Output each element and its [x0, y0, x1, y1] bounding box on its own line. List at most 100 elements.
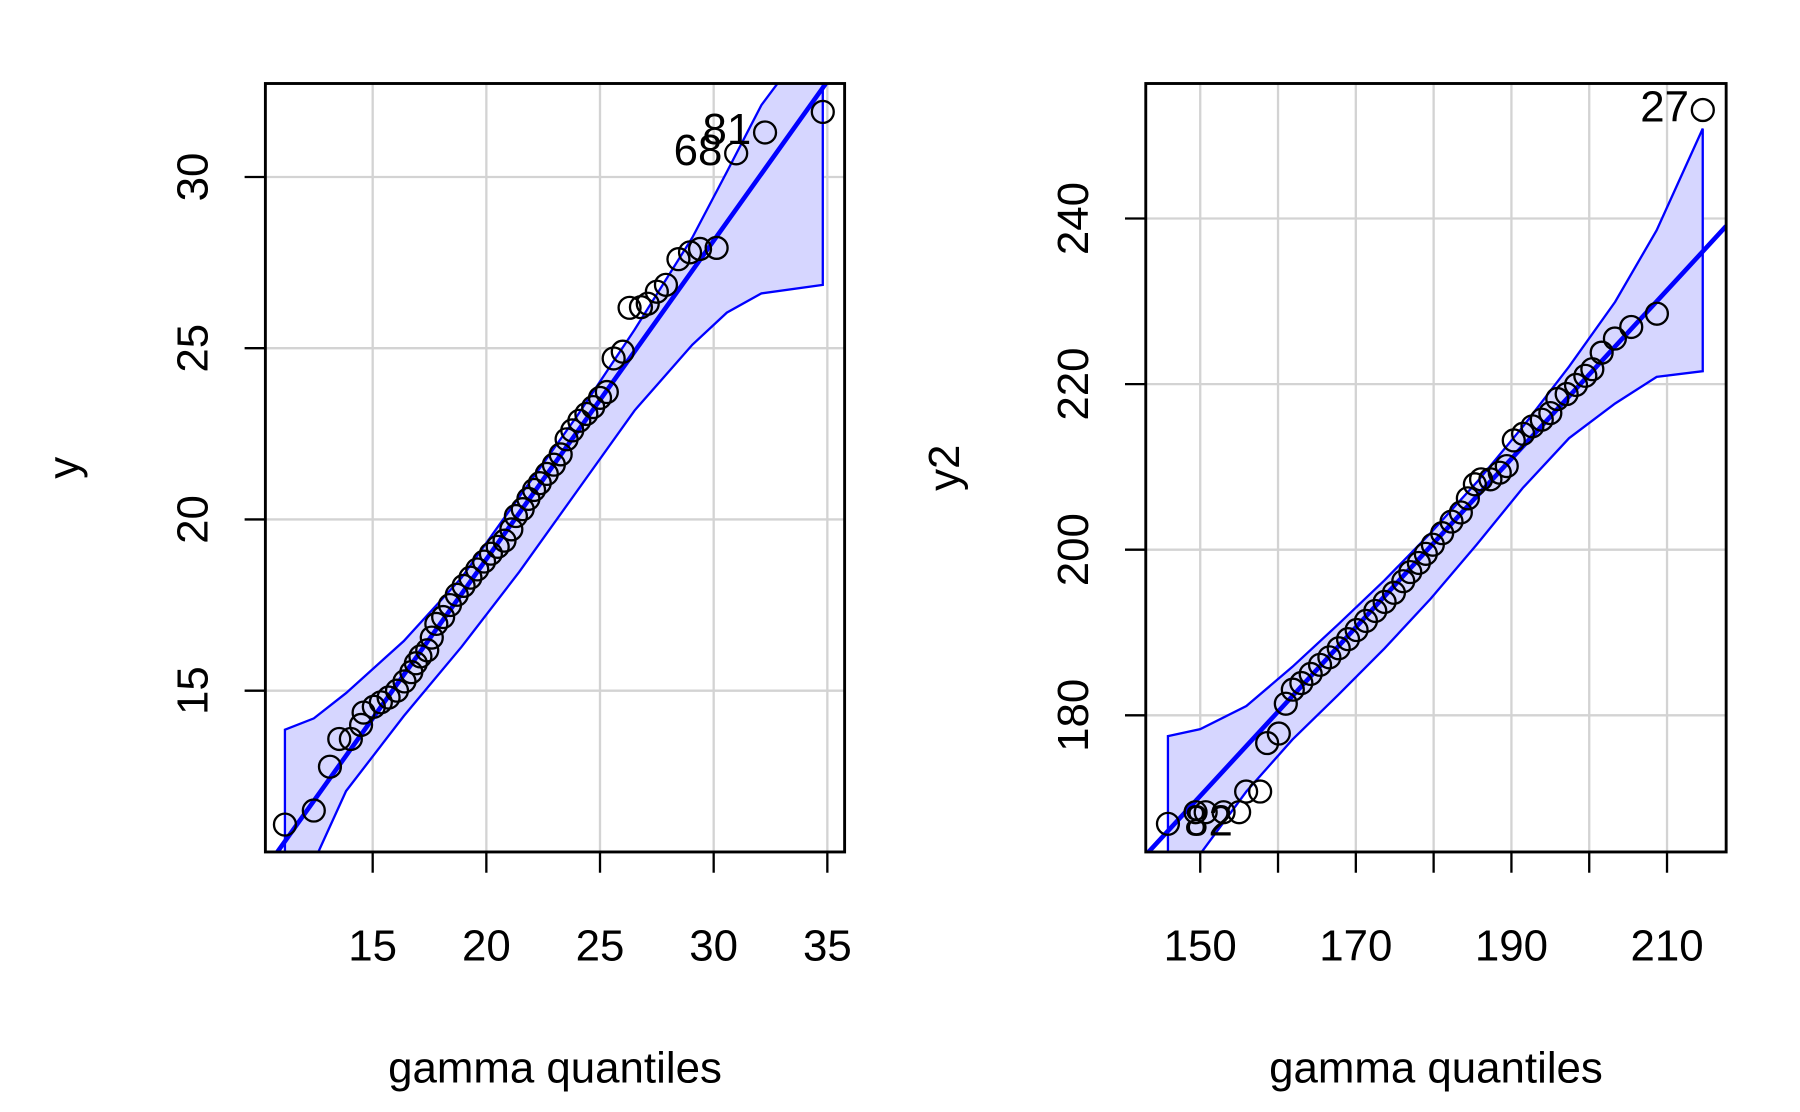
- point: [1298, 661, 1323, 687]
- point: [810, 99, 835, 125]
- x-tick-label: 20: [462, 921, 511, 970]
- panel: 150 170 190 210 180 200 220 240 82 27 gamma quanti…: [920, 82, 1728, 1093]
- point: [1273, 691, 1298, 716]
- point: [687, 236, 713, 262]
- point: [415, 638, 440, 663]
- y-tick-label: 240: [1049, 182, 1098, 255]
- point: [1602, 326, 1628, 351]
- point: [317, 754, 343, 779]
- point: [1280, 677, 1305, 702]
- y-tick-label: 15: [169, 666, 218, 715]
- point: [704, 235, 729, 260]
- point: [1234, 779, 1259, 804]
- point: [1462, 472, 1487, 497]
- point: [1289, 670, 1314, 696]
- point-label: 81: [702, 105, 751, 154]
- point: [1494, 453, 1519, 479]
- point: [724, 141, 749, 166]
- point: [301, 798, 326, 823]
- point: [499, 517, 524, 542]
- point: [1398, 559, 1423, 585]
- reference-line: [1145, 224, 1727, 852]
- plot-frame: [1144, 82, 1728, 854]
- point: [419, 625, 444, 650]
- point: [327, 726, 352, 752]
- point: [1363, 598, 1388, 624]
- point: [666, 247, 691, 272]
- point: [1335, 627, 1361, 652]
- point: [1183, 800, 1208, 825]
- y-tick-label: 25: [169, 324, 218, 373]
- point: [752, 120, 778, 145]
- point: [1448, 500, 1473, 525]
- x-tick-label: 190: [1475, 921, 1548, 970]
- point: [1326, 636, 1351, 661]
- point: [1589, 340, 1614, 365]
- x-tick-label: 15: [348, 921, 397, 970]
- point: [1690, 97, 1715, 123]
- point: [503, 503, 529, 529]
- point: [1266, 721, 1291, 746]
- point-label: 82: [1184, 796, 1233, 845]
- point: [1573, 363, 1598, 388]
- point: [610, 339, 635, 364]
- point: [1529, 407, 1554, 432]
- point: [1563, 372, 1589, 398]
- y-axis-title: y: [40, 457, 89, 479]
- confidence-envelope: [1166, 128, 1704, 852]
- point: [1644, 301, 1670, 326]
- y-tick-label: 200: [1049, 513, 1098, 586]
- x-tick-label: 30: [689, 921, 738, 970]
- point: [1248, 779, 1273, 804]
- point: [376, 685, 401, 710]
- point: [617, 295, 642, 320]
- x-tick-label: 170: [1319, 921, 1392, 970]
- point: [444, 582, 469, 607]
- point: [1344, 617, 1369, 643]
- point: [451, 573, 476, 598]
- y-axis-title: y2: [920, 445, 969, 491]
- y-tick-label: 180: [1049, 679, 1098, 752]
- point-label: 27: [1640, 83, 1689, 132]
- point: [1439, 509, 1464, 534]
- point: [1211, 800, 1236, 825]
- point: [677, 240, 703, 265]
- x-tick-label: 210: [1630, 921, 1703, 970]
- y-tick-label: 220: [1049, 348, 1098, 421]
- point: [485, 534, 510, 559]
- point: [431, 604, 456, 630]
- point: [1619, 314, 1644, 340]
- x-tick-label: 150: [1164, 921, 1237, 970]
- point: [465, 557, 490, 582]
- point: [1554, 381, 1579, 407]
- point: [587, 385, 613, 410]
- point-label: 68: [674, 126, 723, 175]
- point: [521, 477, 547, 503]
- point: [1455, 486, 1480, 511]
- point: [1155, 811, 1181, 836]
- point: [424, 611, 449, 637]
- x-tick-label: 35: [803, 921, 852, 970]
- y-tick-label: 30: [169, 153, 218, 202]
- point: [574, 401, 599, 427]
- plot-frame: [263, 82, 847, 854]
- point: [1193, 800, 1218, 825]
- point: [1538, 400, 1563, 426]
- point: [458, 565, 483, 590]
- point: [594, 379, 619, 405]
- point: [272, 812, 298, 837]
- point: [471, 549, 497, 574]
- point: [348, 712, 374, 738]
- point: [1487, 460, 1512, 485]
- point: [1317, 645, 1342, 670]
- x-axis-title: gamma quantiles: [388, 1044, 722, 1093]
- point: [635, 291, 660, 316]
- point: [408, 644, 433, 669]
- point: [567, 408, 592, 433]
- point: [548, 442, 573, 467]
- point: [478, 541, 504, 566]
- point: [653, 272, 679, 297]
